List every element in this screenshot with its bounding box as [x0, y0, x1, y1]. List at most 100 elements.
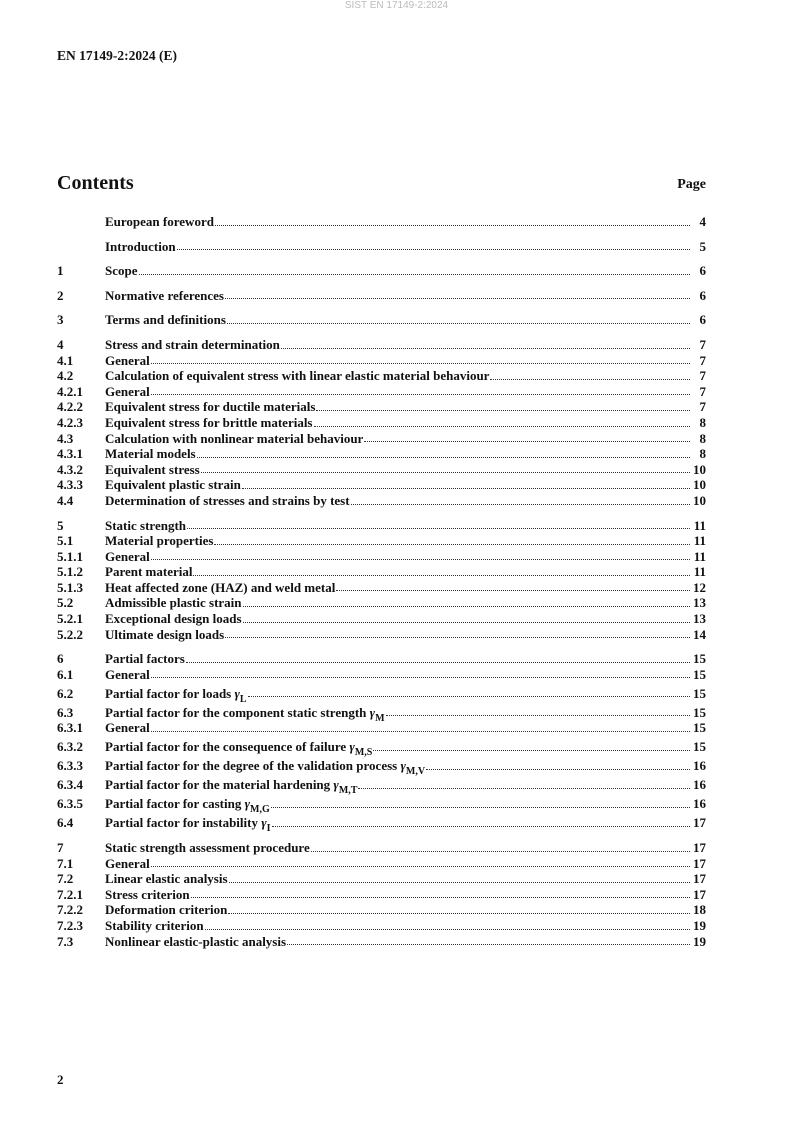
section-title: Stability criterion: [105, 918, 204, 933]
dot-leader: [270, 807, 690, 809]
toc-entry[interactable]: 6.4 Partial factor for instability γI 17: [57, 812, 706, 835]
toc-entry[interactable]: 7.3 Nonlinear elastic-plastic analysis 19: [57, 934, 706, 950]
symbol-subscript: M,V: [405, 766, 426, 778]
dot-leader: [225, 637, 690, 639]
toc-entry[interactable]: 6.3.2 Partial factor for the consequence …: [57, 736, 706, 758]
page-reference: 19: [693, 933, 706, 949]
section-number: 6.3.4: [57, 777, 83, 793]
dot-leader: [373, 750, 690, 752]
toc-entry[interactable]: 4.4 Determination of stresses and strains…: [57, 493, 706, 509]
page-reference: 7: [699, 368, 707, 384]
toc-entry[interactable]: 4.2 Calculation of equivalent stress with…: [57, 368, 706, 384]
section-number: 4.2: [57, 368, 74, 384]
toc-entry[interactable]: 5.1.3 Heat affected zone (HAZ) and weld m…: [57, 580, 706, 596]
toc-entry[interactable]: 6.2 Partial factor for loads γL 15: [57, 682, 706, 705]
section-number: 5.2.2: [57, 626, 83, 642]
toc-group: 6 Partial factors 15 6.1 General 15 6.2 Partial…: [57, 651, 706, 835]
page-reference: 11: [693, 517, 706, 533]
toc-entry[interactable]: 1 Scope 6: [57, 263, 706, 279]
toc-entry[interactable]: 3 Terms and definitions 6: [57, 312, 706, 328]
section-title: Equivalent plastic strain: [105, 477, 241, 493]
page-reference: 10: [693, 461, 706, 477]
toc-entry[interactable]: 4.1 General 7: [57, 353, 706, 369]
toc-group: 2 Normative references 6: [57, 288, 706, 304]
toc-entry[interactable]: 6.3.1 General 15: [57, 720, 706, 736]
toc-entry[interactable]: 5.2.2 Ultimate design loads 14: [57, 627, 706, 643]
toc-entry[interactable]: 7.2.3 Stability criterion 19: [57, 918, 706, 934]
page-reference: 7: [699, 352, 707, 368]
document-id: EN 17149-2:2024 (E): [57, 48, 177, 63]
page-reference: 16: [693, 796, 706, 812]
toc-entry[interactable]: 4.2.1 General 7: [57, 384, 706, 400]
section-title: General: [105, 352, 150, 368]
page-reference: 11: [693, 548, 706, 564]
dot-leader: [214, 224, 690, 226]
toc-entry[interactable]: 5.1.2 Parent material 11: [57, 564, 706, 580]
toc-entry[interactable]: 6.3.5 Partial factor for casting γM,G 16: [57, 793, 706, 816]
gamma-symbol: γL: [234, 685, 247, 705]
section-title: General: [105, 666, 150, 682]
toc-entry[interactable]: 7.2.1 Stress criterion 17: [57, 887, 706, 903]
gamma-symbol: γM,G: [244, 796, 270, 816]
toc-entry[interactable]: 6 Partial factors 15: [57, 651, 706, 667]
page-reference: 11: [693, 533, 706, 549]
toc-entry[interactable]: 4 Stress and strain determination 7: [57, 337, 706, 353]
section-number: 6.3.2: [57, 739, 83, 755]
toc-entry[interactable]: 5.2.1 Exceptional design loads 13: [57, 611, 706, 627]
toc-entry[interactable]: 5 Static strength 11: [57, 518, 706, 534]
section-number: 5.2.1: [57, 611, 83, 627]
toc-entry[interactable]: 6.3.4 Partial factor for the material har…: [57, 774, 706, 796]
toc-entry[interactable]: European foreword 4: [57, 214, 706, 230]
section-title: Equivalent stress: [105, 461, 200, 477]
page-reference: 14: [693, 626, 706, 642]
toc-entry[interactable]: 7.1 General 17: [57, 856, 706, 872]
toc-entry[interactable]: 5.1 Material properties 11: [57, 533, 706, 549]
section-title: Static strength assessment procedure: [105, 840, 310, 856]
toc-entry[interactable]: 4.3.3 Equivalent plastic strain 10: [57, 477, 706, 493]
section-title: Equivalent stress for brittle materials: [105, 414, 313, 430]
toc-group: European foreword 4: [57, 214, 706, 230]
toc-entry[interactable]: 4.2.3 Equivalent stress for brittle mater…: [57, 415, 706, 431]
dot-leader: [150, 866, 690, 868]
toc-entry[interactable]: 5.2 Admissible plastic strain 13: [57, 595, 706, 611]
page-reference: 18: [693, 902, 706, 918]
toc-entry[interactable]: 2 Normative references 6: [57, 288, 706, 304]
page-reference: 8: [699, 430, 707, 446]
toc-entry[interactable]: 4.2.2 Equivalent stress for ductile mater…: [57, 399, 706, 415]
section-number: 6.3.5: [57, 796, 83, 812]
dot-leader: [385, 715, 690, 717]
dot-leader: [150, 677, 690, 679]
toc-entry[interactable]: 5.1.1 General 11: [57, 549, 706, 565]
toc-entry[interactable]: 7 Static strength assessment procedure 17: [57, 840, 706, 856]
page-reference: 15: [693, 704, 706, 720]
page-reference: 6: [699, 263, 707, 279]
dot-leader: [280, 347, 690, 349]
section-title: Material properties: [105, 533, 214, 549]
toc-entry[interactable]: 4.3.2 Equivalent stress 10: [57, 462, 706, 478]
symbol-subscript: L: [239, 693, 247, 705]
dot-leader: [176, 249, 690, 251]
page-reference: 17: [693, 886, 706, 902]
toc-entry[interactable]: Introduction 5: [57, 239, 706, 255]
toc-entry[interactable]: 4.3 Calculation with nonlinear material b…: [57, 431, 706, 447]
toc-entry[interactable]: 7.2.2 Deformation criterion 18: [57, 902, 706, 918]
section-number: 4.2.2: [57, 399, 83, 415]
watermark: SIST EN 17149-2:2024: [344, 0, 449, 11]
page-reference: 8: [699, 414, 707, 430]
section-number: 7.2: [57, 871, 74, 887]
section-title: Admissible plastic strain: [105, 595, 242, 611]
toc-entry[interactable]: 6.3 Partial factor for the component stat…: [57, 701, 706, 724]
toc-entry[interactable]: 4.3.1 Material models 8: [57, 446, 706, 462]
section-title: Normative references: [105, 287, 224, 303]
toc-entry[interactable]: 6.3.3 Partial factor for the degree of th…: [57, 755, 706, 778]
section-title: General: [105, 548, 150, 564]
dot-leader: [150, 559, 690, 561]
dot-leader: [200, 472, 690, 474]
section-number: 5.1: [57, 533, 74, 549]
toc-entry[interactable]: 6.1 General 15: [57, 667, 706, 683]
toc-entry[interactable]: 7.2 Linear elastic analysis 17: [57, 871, 706, 887]
section-title: Partial factor for instability γI: [105, 815, 271, 835]
dot-leader: [242, 621, 690, 623]
section-title: Parent material: [105, 564, 193, 580]
section-number: 7.2.3: [57, 918, 83, 933]
